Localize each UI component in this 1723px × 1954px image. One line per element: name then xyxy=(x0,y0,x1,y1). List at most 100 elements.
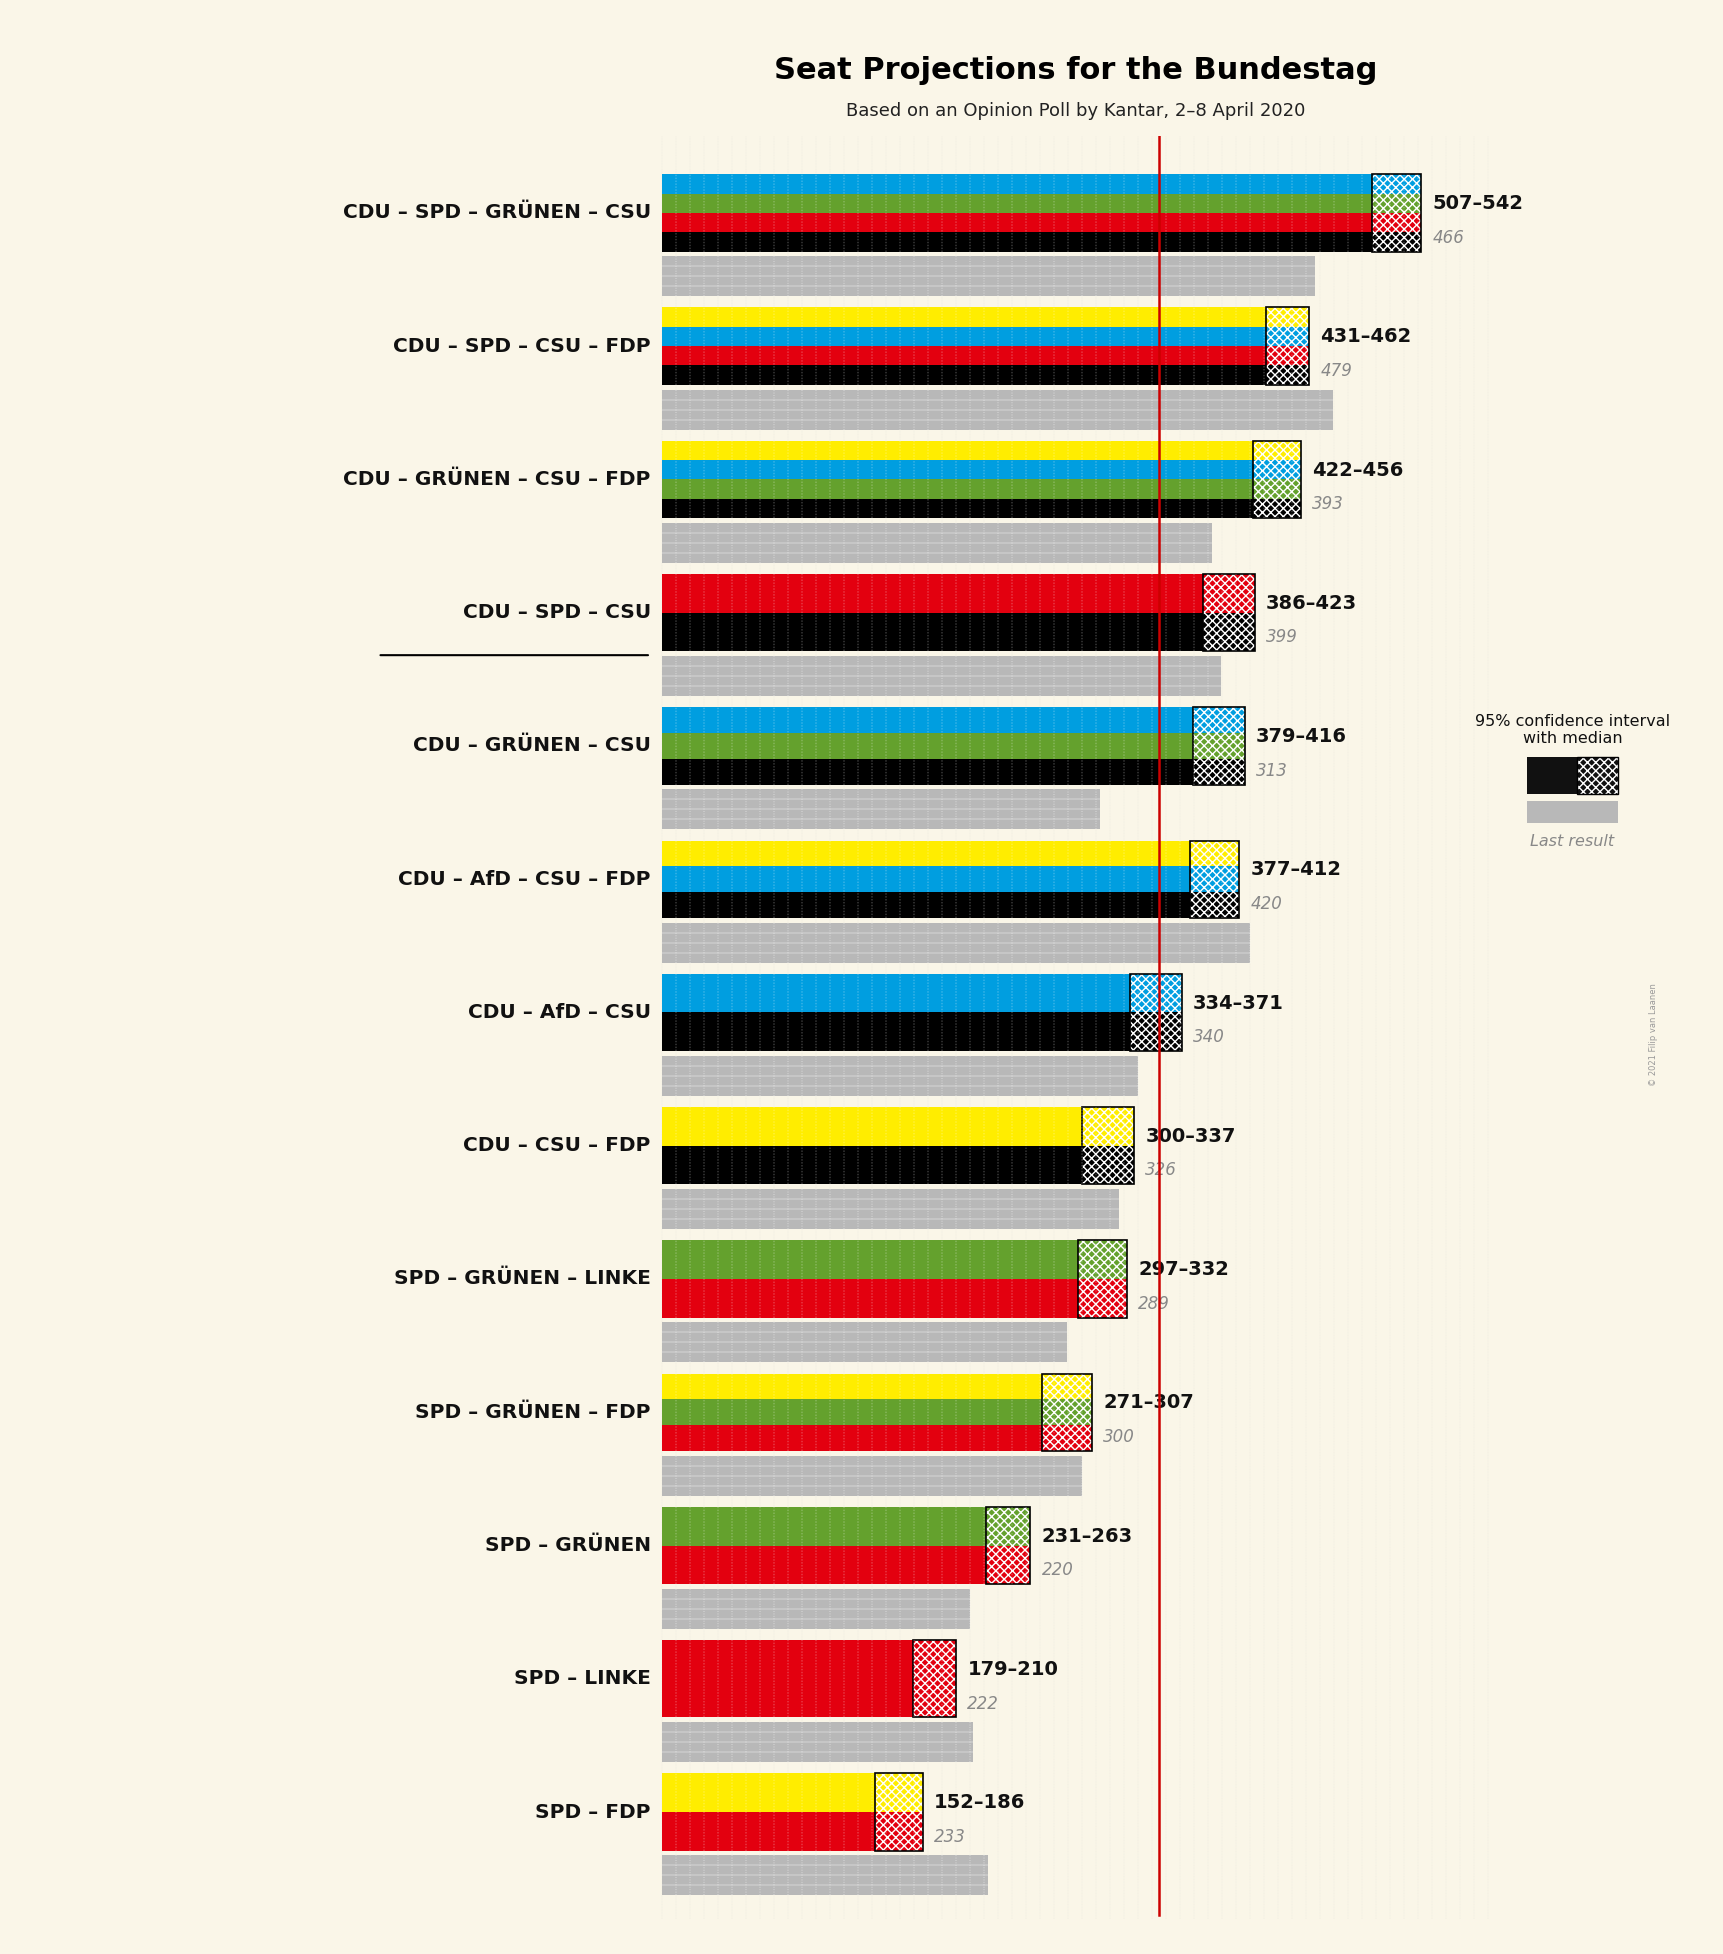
Text: CDU – SPD – GRÜNEN – CSU: CDU – SPD – GRÜNEN – CSU xyxy=(343,203,651,223)
Bar xyxy=(1253,442,1299,518)
Bar xyxy=(1129,1012,1180,1051)
Bar xyxy=(662,574,1203,614)
Bar xyxy=(662,459,1253,479)
Bar xyxy=(1372,174,1420,193)
Bar xyxy=(662,657,1220,696)
Bar xyxy=(1192,758,1244,786)
Bar xyxy=(662,1012,1129,1051)
Bar xyxy=(662,1055,1137,1096)
Bar xyxy=(911,1639,956,1718)
Bar xyxy=(874,1811,922,1850)
Bar xyxy=(662,1721,972,1763)
Text: 152–186: 152–186 xyxy=(934,1794,1025,1811)
Bar xyxy=(1372,193,1420,213)
Bar xyxy=(1203,574,1254,614)
Bar xyxy=(986,1507,1030,1585)
Bar xyxy=(662,1456,1082,1495)
Bar xyxy=(874,1811,922,1850)
Bar xyxy=(986,1507,1030,1546)
Text: SPD – GRÜNEN – FDP: SPD – GRÜNEN – FDP xyxy=(415,1403,651,1423)
Bar xyxy=(1265,346,1308,365)
Bar xyxy=(986,1546,1030,1585)
Text: 422–456: 422–456 xyxy=(1311,461,1403,479)
Bar xyxy=(986,1507,1030,1546)
Text: CDU – GRÜNEN – CSU: CDU – GRÜNEN – CSU xyxy=(412,737,651,756)
Bar xyxy=(662,213,1372,233)
Bar xyxy=(662,1280,1077,1317)
Bar xyxy=(1253,479,1299,498)
Bar xyxy=(662,1424,1041,1452)
Bar xyxy=(1041,1424,1091,1452)
Text: 379–416: 379–416 xyxy=(1254,727,1346,746)
Bar xyxy=(1203,614,1254,651)
Text: © 2021 Filip van Laanen: © 2021 Filip van Laanen xyxy=(1649,983,1658,1086)
Bar xyxy=(662,174,1372,193)
Bar xyxy=(662,733,1192,758)
Bar xyxy=(1253,442,1299,459)
Bar xyxy=(1577,756,1618,793)
Text: 393: 393 xyxy=(1311,494,1342,514)
Bar xyxy=(1253,498,1299,518)
Text: 179–210: 179–210 xyxy=(967,1661,1058,1678)
Bar xyxy=(662,479,1253,498)
Bar xyxy=(662,256,1315,297)
Bar xyxy=(662,1856,987,1895)
Bar xyxy=(1077,1280,1127,1317)
Bar xyxy=(662,1589,970,1630)
Bar xyxy=(911,1639,956,1718)
Bar xyxy=(662,1241,1077,1280)
Bar xyxy=(1041,1399,1091,1424)
Bar xyxy=(1577,756,1618,793)
Bar xyxy=(1372,233,1420,252)
Bar xyxy=(986,1546,1030,1585)
Bar xyxy=(1077,1241,1127,1280)
Bar xyxy=(1082,1145,1134,1184)
Text: 220: 220 xyxy=(1041,1561,1073,1579)
Bar xyxy=(1077,1280,1127,1317)
Bar xyxy=(662,893,1189,918)
Text: 95% confidence interval
with median: 95% confidence interval with median xyxy=(1475,713,1670,746)
Bar xyxy=(1265,326,1308,346)
Bar xyxy=(1041,1374,1091,1452)
Bar xyxy=(1265,365,1308,385)
Bar xyxy=(1372,213,1420,233)
Bar xyxy=(1129,973,1180,1012)
Bar xyxy=(1192,707,1244,733)
Bar xyxy=(1265,307,1308,385)
Bar xyxy=(874,1774,922,1811)
Bar xyxy=(1192,707,1244,733)
Bar xyxy=(662,922,1249,963)
Bar xyxy=(662,614,1203,651)
Bar xyxy=(1082,1108,1134,1184)
Text: CDU – GRÜNEN – CSU – FDP: CDU – GRÜNEN – CSU – FDP xyxy=(343,469,651,488)
Text: 466: 466 xyxy=(1432,229,1463,246)
Bar xyxy=(662,389,1332,430)
Bar xyxy=(1372,193,1420,213)
Bar xyxy=(1189,866,1239,893)
Text: SPD – LINKE: SPD – LINKE xyxy=(513,1669,651,1688)
Text: 313: 313 xyxy=(1254,762,1287,780)
Text: Seat Projections for the Bundestag: Seat Projections for the Bundestag xyxy=(774,57,1377,84)
Text: 420: 420 xyxy=(1249,895,1282,913)
Bar xyxy=(1372,174,1420,193)
Bar xyxy=(1189,866,1239,893)
Text: SPD – GRÜNEN: SPD – GRÜNEN xyxy=(484,1536,651,1555)
Bar xyxy=(1265,346,1308,365)
Bar xyxy=(662,866,1189,893)
Bar xyxy=(662,1507,986,1546)
Bar xyxy=(1192,758,1244,786)
Text: CDU – SPD – CSU: CDU – SPD – CSU xyxy=(462,604,651,621)
Text: 334–371: 334–371 xyxy=(1192,995,1284,1012)
Bar xyxy=(1192,707,1244,786)
Bar xyxy=(1189,840,1239,866)
Bar xyxy=(1527,756,1577,793)
Bar xyxy=(874,1774,922,1811)
Text: 300–337: 300–337 xyxy=(1144,1127,1235,1145)
Bar xyxy=(662,498,1253,518)
Bar xyxy=(1082,1108,1134,1145)
Bar xyxy=(1253,459,1299,479)
Bar xyxy=(1129,973,1180,1012)
Bar xyxy=(1203,574,1254,651)
Text: 386–423: 386–423 xyxy=(1265,594,1356,614)
Bar xyxy=(1077,1241,1127,1280)
